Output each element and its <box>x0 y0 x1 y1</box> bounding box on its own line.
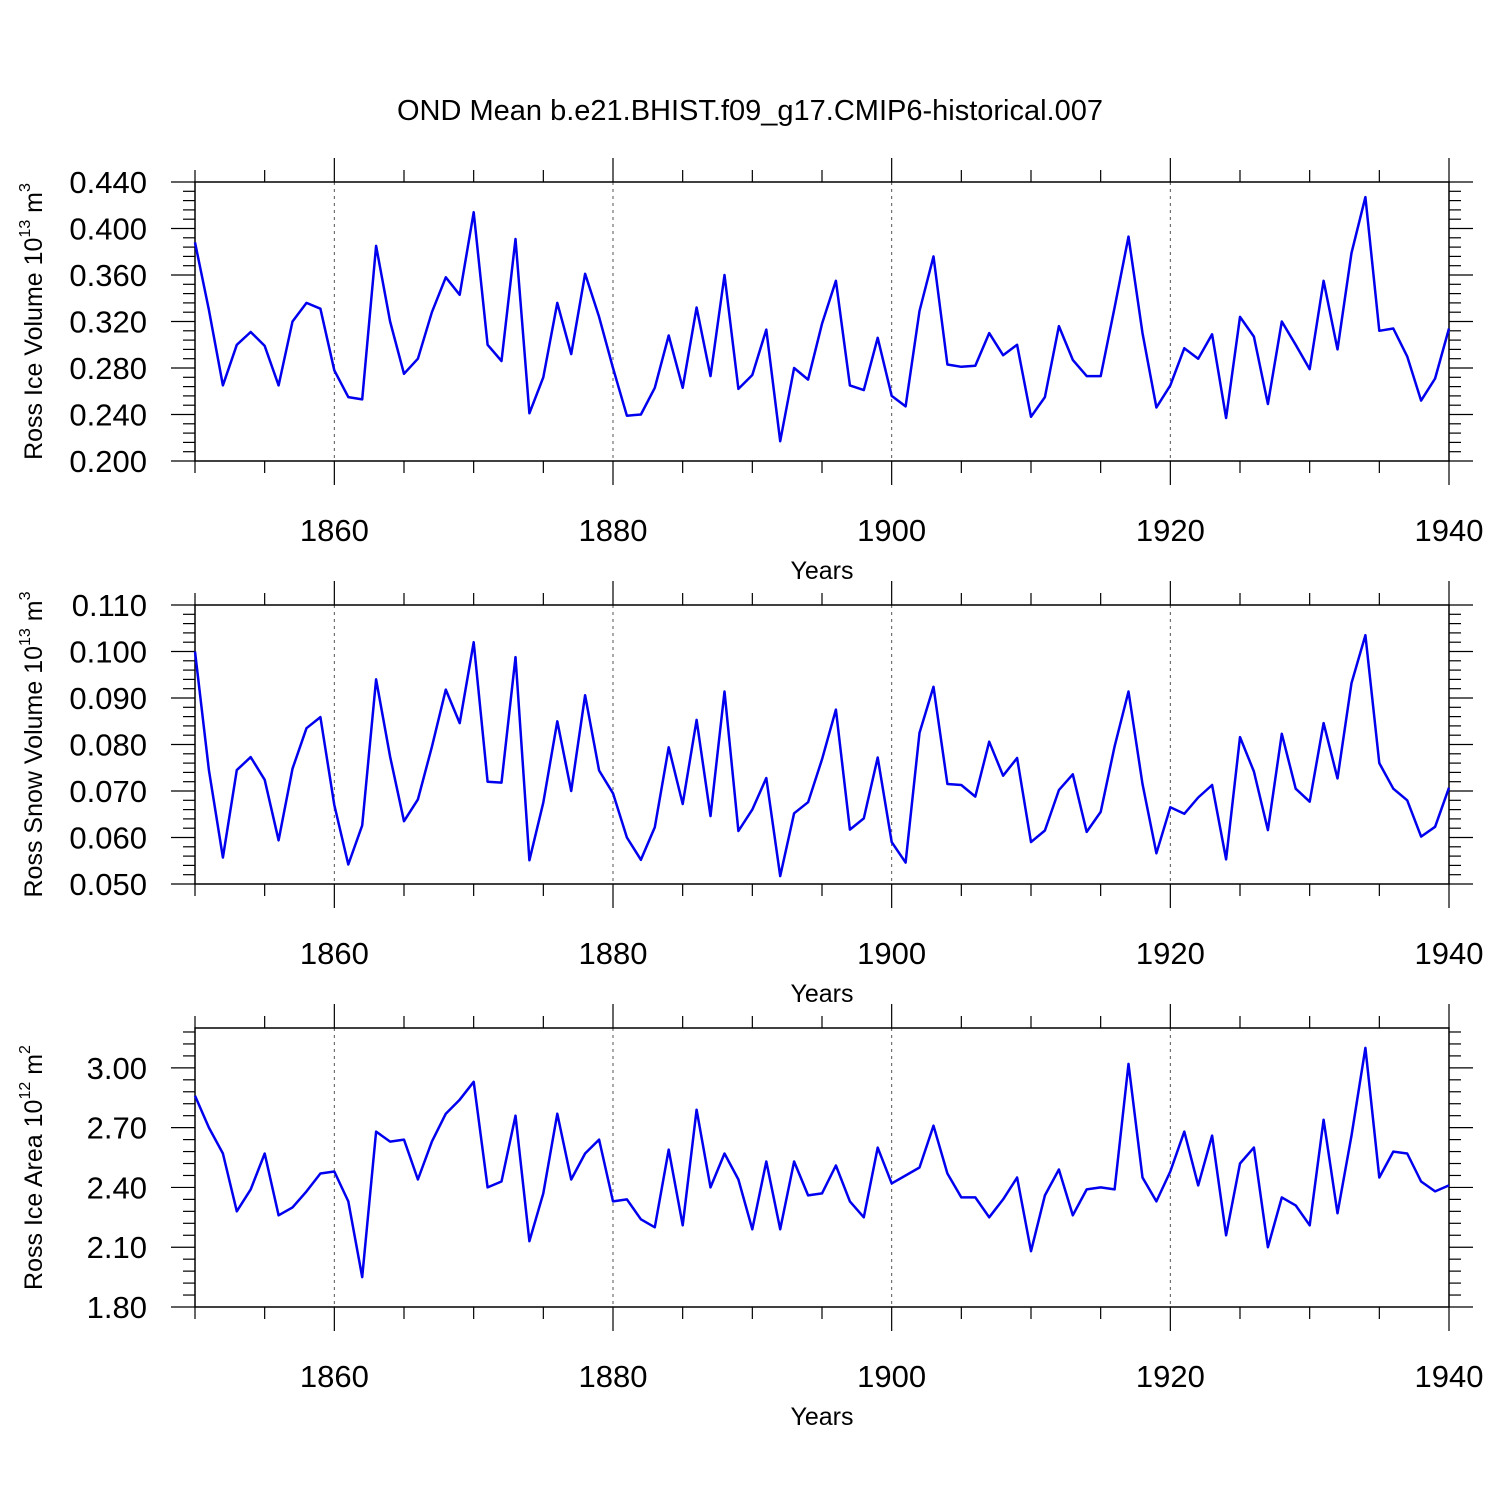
y-tick-label: 1.80 <box>87 1290 147 1325</box>
x-tick-label: 1860 <box>300 513 369 548</box>
y-tick-label: 0.110 <box>72 588 147 623</box>
y-tick-label: 0.440 <box>69 165 147 200</box>
plot-frame <box>194 181 1450 462</box>
x-tick-label: 1940 <box>1415 1359 1484 1394</box>
x-tick-label: 1880 <box>579 936 648 971</box>
panel-2: 0.050 0.060 0.070 0.080 0.090 0.100 0.110 1860 1… <box>17 581 1483 1008</box>
y-tick-label: 2.40 <box>87 1170 147 1205</box>
y-axis-label-main: Ross Ice Area 10 <box>20 1100 48 1290</box>
y-axis-label-unit-exponent: 2 <box>17 1045 34 1054</box>
plot-frame <box>194 1027 1450 1308</box>
x-axis-label: Years <box>790 1403 853 1431</box>
x-tick-label: 1920 <box>1136 513 1205 548</box>
y-tick-label: 0.060 <box>69 821 147 856</box>
y-axis-label-unit: m <box>20 600 48 628</box>
y-tick-label: 0.070 <box>69 774 147 809</box>
panel-3: 1.80 2.10 2.40 2.70 3.00 1860 1880 1900 1920 1940… <box>17 1004 1483 1431</box>
series-line <box>193 1046 1450 1279</box>
x-tick-label: 1900 <box>857 513 926 548</box>
y-axis-label-unit: m <box>20 1054 48 1082</box>
y-tick-label: 0.100 <box>69 635 147 670</box>
x-tick-label: 1920 <box>1136 936 1205 971</box>
y-tick-label: 0.090 <box>69 681 147 716</box>
x-tick-label: 1920 <box>1136 1359 1205 1394</box>
y-tick-label: 0.280 <box>69 351 147 386</box>
y-axis-label: Ross Ice Area 1012 m2 <box>17 1045 48 1290</box>
series-line <box>193 195 1451 443</box>
y-axis-label-main: Ross Snow Volume 10 <box>20 646 48 898</box>
y-tick-label: 3.00 <box>87 1051 147 1086</box>
y-tick-label: 0.050 <box>69 867 147 902</box>
y-axis-label-unit-exponent: 3 <box>17 183 34 192</box>
x-axis-label: Years <box>790 557 853 585</box>
y-tick-label: 0.360 <box>69 258 147 293</box>
y-tick-label: 2.10 <box>87 1230 147 1265</box>
x-tick-label: 1860 <box>300 1359 369 1394</box>
x-tick-label: 1940 <box>1415 936 1484 971</box>
y-axis-label-exponent: 12 <box>17 1082 34 1100</box>
x-tick-label: 1900 <box>857 936 926 971</box>
y-tick-label: 0.240 <box>69 398 147 433</box>
y-tick-label: 0.400 <box>69 212 147 247</box>
y-axis-label-unit-exponent: 3 <box>17 591 34 600</box>
y-axis-label: Ross Ice Volume 1013 m3 <box>17 183 48 460</box>
y-axis-label-exponent: 13 <box>17 220 34 238</box>
y-axis-label-exponent: 13 <box>17 628 34 646</box>
y-axis-label-unit: m <box>20 192 48 220</box>
y-axis-label-main: Ross Ice Volume 10 <box>20 238 48 460</box>
y-axis-label: Ross Snow Volume 1013 m3 <box>17 591 48 897</box>
panel-1: 0.200 0.240 0.280 0.320 0.360 0.400 0.440 1860 1… <box>17 158 1483 585</box>
y-tick-label: 2.70 <box>87 1111 147 1146</box>
y-tick-label: 0.320 <box>69 305 147 340</box>
y-tick-label: 0.200 <box>69 444 147 479</box>
plot-frame <box>194 604 1450 885</box>
y-tick-label: 0.080 <box>69 728 147 763</box>
x-tick-label: 1900 <box>857 1359 926 1394</box>
x-axis-label: Years <box>790 980 853 1008</box>
x-tick-label: 1860 <box>300 936 369 971</box>
series-line <box>193 633 1451 878</box>
x-tick-label: 1880 <box>579 513 648 548</box>
x-tick-label: 1940 <box>1415 513 1484 548</box>
x-tick-label: 1880 <box>579 1359 648 1394</box>
chart-title: OND Mean b.e21.BHIST.f09_g17.CMIP6-histo… <box>397 95 1103 127</box>
